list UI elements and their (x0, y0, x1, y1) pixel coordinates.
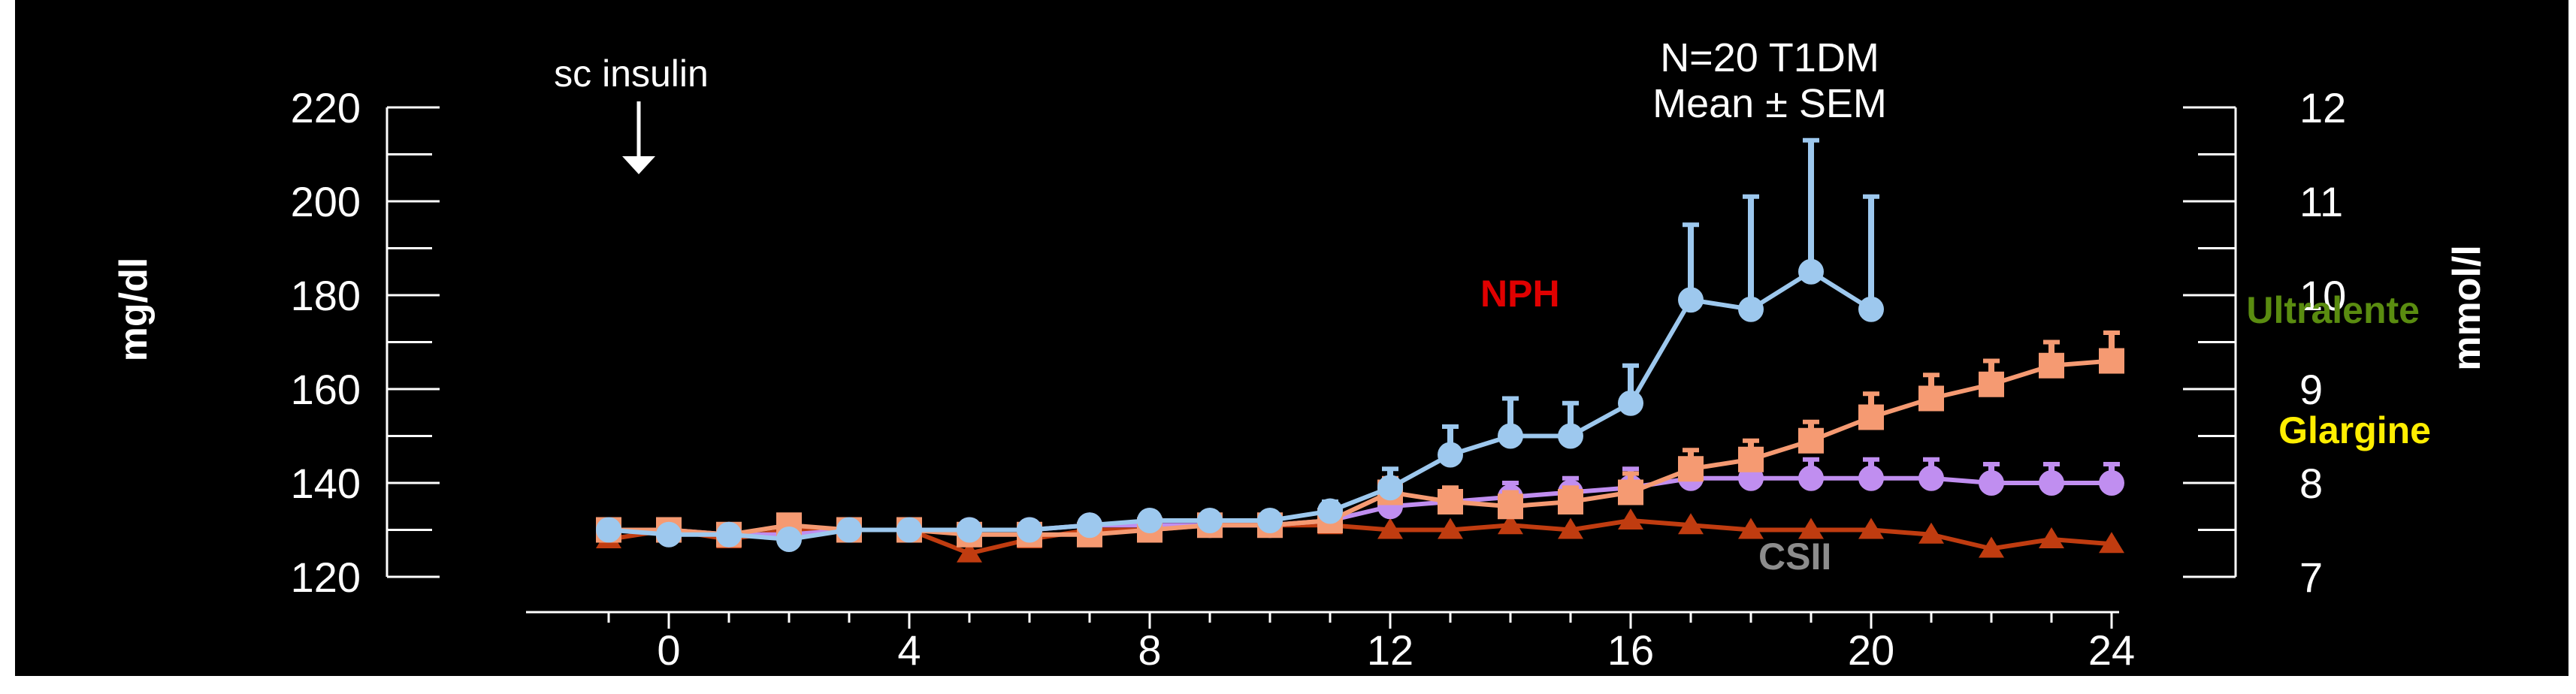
y-left-tick-label: 120 (291, 554, 361, 601)
data-point (1678, 456, 1704, 482)
y-left-tick-label: 140 (291, 460, 361, 507)
data-point (1558, 517, 1583, 539)
data-point (1498, 423, 1523, 449)
y-left-tick-label: 220 (291, 84, 361, 131)
chart-frame: 120 140 160 180 200 220 7 8 9 10 11 12 0 4 8 12 16 20 24 C… (15, 0, 2568, 676)
y-left-tick-label: 160 (291, 366, 361, 413)
y-right-tick-label: 8 (2299, 460, 2323, 507)
data-point (1979, 470, 2004, 496)
data-point (1618, 479, 1643, 505)
series-label-nph: NPH (1480, 273, 1560, 315)
series-label-csii: CSII (1758, 536, 1831, 578)
data-point (1498, 493, 1523, 520)
series-label-glargine: Glargine (2278, 409, 2431, 451)
y-right-tick-label: 12 (2299, 84, 2346, 131)
data-point (1798, 427, 1824, 454)
data-point (716, 521, 742, 548)
data-point (1738, 517, 1764, 539)
x-tick-label: 8 (1138, 626, 1161, 674)
data-point (896, 517, 922, 543)
data-point (1137, 508, 1163, 533)
data-point (1738, 446, 1764, 472)
x-tick-label: 24 (2088, 626, 2135, 674)
data-point (1798, 258, 1824, 285)
data-point (1197, 508, 1223, 533)
data-point (1438, 489, 1463, 514)
data-point (2099, 348, 2124, 374)
data-point (1858, 296, 1884, 322)
annotation-arrow-head (622, 156, 655, 174)
data-point (1317, 498, 1343, 524)
data-point (1618, 390, 1643, 416)
series-line (609, 358, 2112, 537)
data-point (1558, 489, 1583, 514)
data-point (1377, 517, 1403, 539)
data-point (776, 527, 802, 552)
text-layer: sc insulin N=20 T1DM Mean ± SEM mg/dl mm… (112, 35, 2489, 371)
y-left-tick-label: 180 (291, 272, 361, 319)
data-point (596, 517, 621, 543)
data-point (1678, 287, 1704, 313)
data-point (1858, 517, 1884, 539)
data-point (1618, 508, 1643, 530)
series-line (608, 518, 2112, 556)
annotation-label: sc insulin (554, 53, 709, 95)
x-tick-label: 12 (1367, 626, 1413, 674)
data-point (1798, 517, 1824, 539)
data-point (1558, 423, 1583, 449)
data-point (1377, 475, 1403, 501)
data-point (1738, 296, 1764, 322)
data-point (1979, 536, 2004, 558)
data-point (2099, 470, 2124, 496)
y-right-tick-label: 10 (2299, 272, 2346, 319)
y-axis-label-right: mmol/l (2445, 245, 2489, 371)
x-tick-label: 0 (657, 626, 680, 674)
data-point (1498, 513, 1523, 535)
data-point (2039, 527, 2064, 548)
y-right-tick-label: 11 (2299, 178, 2343, 225)
data-point (1017, 517, 1042, 543)
data-point (1858, 404, 1884, 430)
series-line (608, 269, 1873, 542)
y-right-tick-label: 7 (2299, 554, 2323, 601)
data-point (957, 517, 982, 543)
y-axis-label-left: mg/dl (112, 258, 156, 362)
y-right-tick-label: 9 (2299, 366, 2323, 413)
data-point (1918, 522, 1944, 544)
data-point (1979, 371, 2004, 397)
data-point (2039, 352, 2064, 379)
data-point (957, 541, 982, 563)
y-left-tick-label: 200 (291, 178, 361, 225)
series-label-ultralente: Ultralente (2246, 289, 2420, 331)
x-tick-label: 20 (1848, 626, 1894, 674)
series-nph: NPH (596, 137, 1884, 552)
series-csii: CSII (596, 508, 2124, 578)
chart-title-line2: Mean ± SEM (1652, 81, 1887, 126)
data-point (2039, 470, 2064, 496)
data-point (2099, 532, 2124, 554)
data-point (1798, 465, 1824, 491)
x-tick-label: 4 (897, 626, 921, 674)
data-point (1257, 508, 1283, 533)
data-point (1678, 513, 1704, 535)
data-point (836, 517, 862, 543)
data-point (1918, 385, 1944, 412)
series-layer: CSII Glargine Ultralente NPH (596, 137, 2431, 578)
x-tick-label: 16 (1607, 626, 1654, 674)
data-point (1077, 512, 1102, 539)
data-point (1918, 465, 1944, 491)
data-point (1438, 517, 1463, 539)
data-point (1858, 465, 1884, 491)
data-point (656, 521, 682, 548)
data-point (1438, 442, 1463, 468)
chart-title-line1: N=20 T1DM (1660, 35, 1879, 80)
